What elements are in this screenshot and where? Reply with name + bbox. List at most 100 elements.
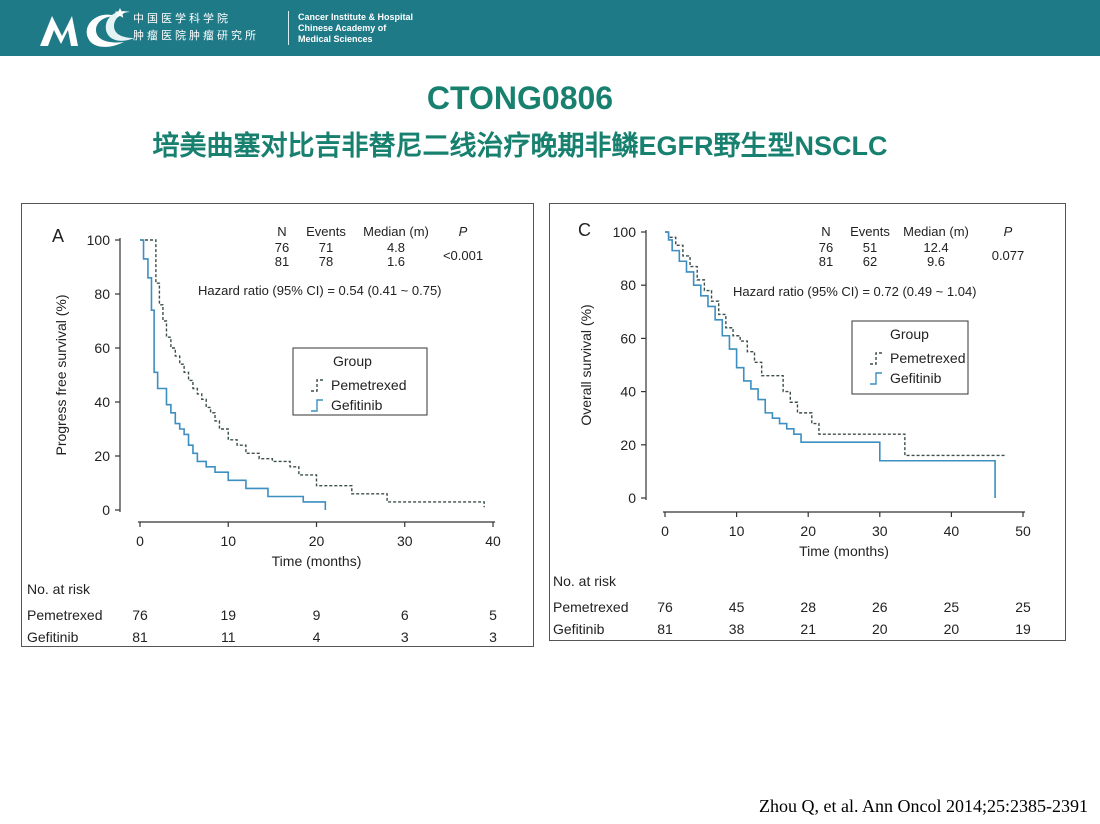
citation-text: Zhou Q, et al. Ann Oncol 2014;25:2385-23… [759,796,1088,816]
series-line-pemetrexed [140,239,485,508]
legend-box [851,320,969,395]
stats-cell: 81 [819,254,833,269]
logo-chinese-text: 中国医学科学院 肿瘤医院肿瘤研究所 [133,10,259,44]
risk-row-label: Pemetrexed [553,599,628,615]
x-tick-label: 0 [661,523,669,539]
p-value: 0.077 [992,248,1025,263]
p-value: <0.001 [443,248,483,263]
y-tick-label: 0 [102,502,110,518]
legend-swatch-gefitinib [311,399,323,412]
risk-value: 76 [657,599,673,615]
legend-label-gefitinib: Gefitinib [890,370,942,386]
x-axis-label: Time (months) [272,553,362,569]
stats-header: P [1004,224,1013,239]
x-tick-label: 10 [220,533,236,549]
stats-header: N [277,224,286,239]
logo-en-line3: Medical Sciences [298,34,373,44]
legend-box [292,347,428,416]
risk-row-label: Gefitinib [27,629,79,645]
legend-swatch-gefitinib [870,372,882,385]
slide-title: CTONG0806 [426,80,614,116]
risk-value: 25 [944,599,960,615]
risk-value: 19 [1015,621,1031,637]
series-line-pemetrexed [665,231,1006,457]
legend-title: Group [333,353,372,369]
os-chart: 0 20 40 60 80 100 0 10 20 30 40 50 Time (months) Over… [553,220,1031,637]
legend-swatch-pemetrexed [870,352,882,365]
risk-value: 38 [729,621,745,637]
logo-en-line2: Chinese Academy of [298,23,387,33]
risk-value: 21 [800,621,816,637]
risk-value: 81 [132,629,148,645]
hazard-ratio-text: Hazard ratio (95% CI) = 0.54 (0.41 ~ 0.7… [198,283,442,298]
risk-value: 25 [1015,599,1031,615]
logo-en-line1: Cancer Institute & Hospital [298,12,414,22]
x-tick-label: 20 [309,533,325,549]
y-tick-label: 80 [620,277,636,293]
stats-header: Median (m) [903,224,969,239]
stats-cell: 12.4 [923,240,948,255]
risk-value: 20 [872,621,888,637]
y-tick-label: 100 [87,232,111,248]
y-tick-label: 40 [620,384,636,400]
stats-header: P [459,224,468,239]
y-axis-label: Progress free survival (%) [53,294,69,455]
x-tick-label: 40 [944,523,960,539]
stats-cell: 76 [275,240,289,255]
slide-subtitle: 培美曲塞对比吉非替尼二线治疗晚期非鳞EGFR野生型NSCLC [152,131,888,161]
legend-label-pemetrexed: Pemetrexed [890,350,965,366]
legend-swatch-pemetrexed [311,379,323,392]
pfs-chart: 0 20 40 60 80 100 0 10 20 30 40 Time (months) Progre… [27,224,501,645]
x-tick-label: 40 [485,533,501,549]
y-tick-label: 100 [613,224,637,240]
risk-value: 20 [944,621,960,637]
risk-value: 76 [132,607,148,623]
y-tick-label: 80 [94,286,110,302]
logo-divider [288,11,289,45]
panel-letter: C [578,220,591,240]
risk-table-title: No. at risk [27,581,91,597]
institute-logo-icon [40,8,134,47]
risk-value: 11 [221,629,236,645]
risk-row-label: Gefitinib [553,621,605,637]
risk-value: 3 [489,629,497,645]
series-line-gefitinib [140,239,327,510]
logo-cn-line2: 肿瘤医院肿瘤研究所 [133,29,259,42]
y-tick-label: 60 [620,330,636,346]
stats-header: Events [850,224,890,239]
stats-cell: 71 [319,240,333,255]
stats-cell: 9.6 [927,254,945,269]
y-tick-label: 0 [628,490,636,506]
x-axis-label: Time (months) [799,543,889,559]
stats-header: Events [306,224,346,239]
risk-value: 5 [489,607,497,623]
legend-title: Group [890,326,929,342]
risk-value: 28 [800,599,816,615]
risk-value: 81 [657,621,673,637]
stats-cell: 62 [863,254,877,269]
stats-cell: 81 [275,254,289,269]
stats-cell: 78 [319,254,333,269]
risk-value: 9 [313,607,321,623]
legend-label-pemetrexed: Pemetrexed [331,377,406,393]
stats-header: Median (m) [363,224,429,239]
risk-value: 6 [401,607,409,623]
x-tick-label: 50 [1015,523,1031,539]
risk-value: 4 [313,629,321,645]
x-tick-label: 30 [872,523,888,539]
header-bar: 中国医学科学院 肿瘤医院肿瘤研究所 Cancer Institute & Hos… [0,0,1100,56]
risk-value: 26 [872,599,888,615]
risk-table-title: No. at risk [553,573,617,589]
panel-letter: A [52,226,64,246]
x-tick-label: 30 [397,533,413,549]
chart-panel-a: 0 20 40 60 80 100 0 10 20 30 40 Time (months) Progre… [21,203,534,647]
series-line-gefitinib [665,231,996,498]
risk-value: 45 [729,599,745,615]
y-tick-label: 60 [94,340,110,356]
stats-cell: 51 [863,240,877,255]
risk-row-label: Pemetrexed [27,607,102,623]
x-tick-label: 10 [729,523,745,539]
chart-panel-c: 0 20 40 60 80 100 0 10 20 30 40 50 Time (months) Over… [549,203,1066,641]
y-tick-label: 20 [620,437,636,453]
y-axis-label: Overall survival (%) [578,304,594,425]
